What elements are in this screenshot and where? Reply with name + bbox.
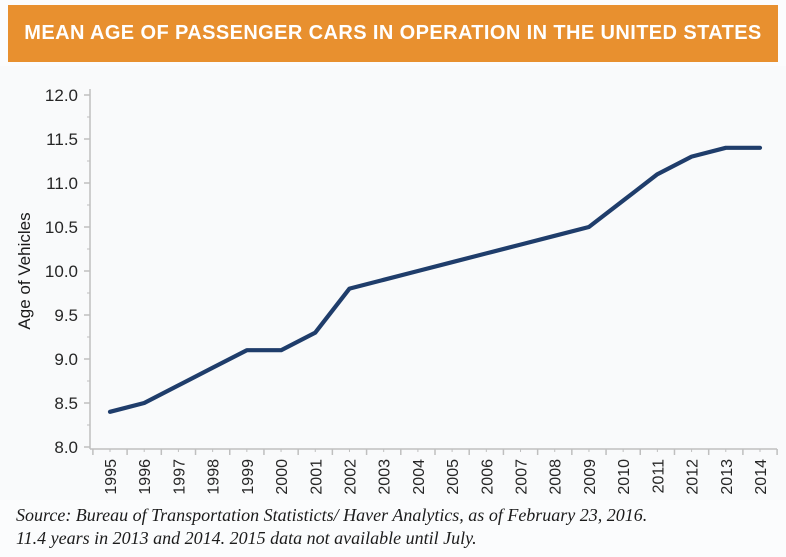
x-axis-tick-label: 1998 (206, 459, 223, 495)
y-axis-tick-label: 11.5 (46, 130, 78, 149)
plot-area (0, 66, 786, 500)
y-axis-tick-label: 12.0 (45, 86, 78, 105)
y-axis-tick-label: 9.5 (54, 306, 78, 325)
y-axis-tick-label: 10.5 (45, 218, 78, 237)
x-axis-tick-label: 2002 (342, 459, 359, 495)
footnote-line: 11.4 years in 2013 and 2014. 2015 data n… (16, 528, 477, 548)
chart-title: MEAN AGE OF PASSENGER CARS IN OPERATION … (24, 22, 762, 44)
x-axis-tick-label: 2007 (514, 459, 531, 495)
x-axis-tick-label: 1995 (103, 459, 120, 495)
x-axis-tick-label: 2011 (650, 459, 667, 494)
x-axis-tick-label: 2008 (548, 459, 565, 495)
x-axis-tick-label: 2005 (445, 459, 462, 495)
y-axis-tick-label: 9.0 (54, 350, 78, 369)
y-axis-tick-label: 10.0 (45, 262, 78, 281)
y-axis-title: Age of Vehicles (15, 212, 34, 329)
x-axis-tick-label: 1997 (171, 459, 188, 495)
x-axis-tick-label: 2014 (753, 459, 770, 495)
data-line-series (107, 145, 763, 414)
x-axis-tick-label: 2001 (308, 459, 325, 495)
y-axis-tick-label: 8.0 (54, 438, 78, 457)
x-axis-tick-label: 2009 (582, 459, 599, 495)
x-axis-tick-label: 2006 (479, 459, 496, 495)
y-axis-tick-label: 8.5 (54, 394, 78, 413)
x-axis-tick-label: 2004 (411, 459, 428, 495)
x-axis-tick-label: 2013 (719, 459, 736, 495)
x-axis-tick-label: 1999 (240, 459, 257, 495)
x-axis-tick-label: 2012 (685, 459, 702, 495)
x-axis-tick-label: 2000 (274, 459, 291, 495)
x-axis-tick-label: 2003 (377, 459, 394, 495)
y-axis-tick-label: 11.0 (46, 174, 78, 193)
header-bar: MEAN AGE OF PASSENGER CARS IN OPERATION … (8, 5, 778, 62)
source-line: Source: Bureau of Transportation Statist… (16, 505, 648, 525)
x-axis-tick-label: 1996 (137, 459, 154, 495)
x-axis-tick-label: 2010 (616, 459, 633, 495)
source-note: Source: Bureau of Transportation Statist… (16, 504, 776, 550)
